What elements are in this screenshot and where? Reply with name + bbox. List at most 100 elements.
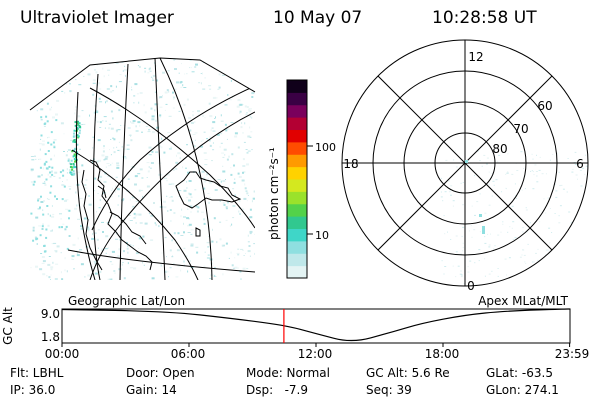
speckle-pixel: [248, 108, 250, 111]
speckle-pixel: [222, 202, 225, 205]
speckle-pixel: [66, 179, 68, 181]
speckle-pixel: [155, 223, 157, 226]
aurora-pixel: [72, 155, 75, 158]
aurora-pixel: [43, 244, 46, 247]
speckle-pixel: [563, 256, 565, 258]
speckle-pixel: [206, 242, 210, 244]
speckle-pixel: [549, 260, 551, 262]
aurora-pixel: [30, 212, 33, 215]
speckle-pixel: [248, 109, 252, 112]
speckle-pixel: [471, 236, 473, 238]
speckle-pixel: [32, 229, 35, 232]
speckle-pixel: [173, 96, 175, 99]
speckle-pixel: [118, 81, 122, 83]
speckle-pixel: [490, 233, 491, 235]
aurora-pixel: [52, 141, 55, 144]
speckle-pixel: [154, 91, 157, 93]
speckle-pixel: [225, 129, 228, 132]
speckle-pixel: [40, 138, 42, 140]
geographic-map: [29, 57, 256, 280]
speckle-pixel: [461, 235, 463, 237]
speckle-pixel: [170, 146, 172, 148]
speckle-pixel: [188, 199, 191, 202]
speckle-pixel: [225, 208, 228, 210]
speckle-pixel: [183, 260, 185, 263]
speckle-pixel: [80, 66, 82, 68]
speckle-pixel: [189, 129, 192, 132]
speckle-pixel: [132, 245, 134, 247]
speckle-pixel: [50, 230, 53, 232]
speckle-pixel: [142, 195, 144, 198]
speckle-pixel: [168, 90, 170, 93]
aurora-pixel: [76, 143, 79, 146]
speckle-pixel: [94, 177, 97, 180]
speckle-pixel: [212, 121, 216, 124]
speckle-pixel: [251, 200, 253, 203]
speckle-pixel: [558, 215, 560, 217]
speckle-pixel: [555, 196, 558, 198]
speckle-pixel: [494, 245, 496, 247]
speckle-pixel: [463, 283, 465, 284]
speckle-pixel: [453, 159, 455, 161]
speckle-pixel: [506, 172, 509, 174]
speckle-pixel: [211, 160, 213, 162]
speckle-pixel: [200, 140, 202, 142]
speckle-pixel: [213, 60, 215, 62]
speckle-pixel: [99, 127, 102, 128]
speckle-pixel: [65, 208, 69, 210]
speckle-pixel: [147, 131, 151, 133]
speckle-pixel: [117, 129, 121, 131]
speckle-pixel: [183, 247, 186, 249]
aurora-pixel: [39, 166, 42, 169]
aurora-pixel: [73, 153, 76, 156]
speckle-pixel: [61, 90, 64, 92]
aurora-pixel: [32, 183, 35, 186]
speckle-pixel: [460, 182, 462, 184]
speckle-pixel: [55, 113, 58, 116]
speckle-pixel: [171, 199, 174, 202]
speckle-pixel: [549, 242, 551, 244]
speckle-pixel: [149, 67, 151, 70]
speckle-pixel: [587, 184, 588, 186]
speckle-pixel: [536, 154, 537, 156]
aurora-pixel: [78, 122, 81, 125]
speckle-pixel: [107, 175, 110, 177]
speckle-pixel: [174, 68, 177, 70]
speckle-pixel: [183, 87, 187, 88]
speckle-pixel: [66, 168, 68, 171]
speckle-pixel: [41, 143, 45, 146]
speckle-pixel: [507, 171, 509, 173]
speckle-pixel: [127, 251, 129, 254]
speckle-pixel: [575, 284, 577, 286]
speckle-pixel: [116, 166, 120, 169]
speckle-pixel: [243, 197, 247, 200]
speckle-pixel: [96, 238, 99, 241]
speckle-pixel: [114, 272, 116, 274]
speckle-pixel: [131, 206, 135, 209]
speckle-pixel: [61, 278, 64, 280]
speckle-pixel: [35, 265, 38, 268]
speckle-pixel: [232, 188, 235, 190]
speckle-pixel: [188, 192, 190, 195]
speckle-pixel: [60, 122, 64, 125]
date-label: 10 May 07: [273, 8, 363, 28]
speckle-pixel: [93, 232, 97, 234]
speckle-pixel: [49, 108, 52, 111]
speckle-pixel: [584, 209, 586, 211]
speckle-pixel: [545, 249, 548, 251]
speckle-pixel: [251, 96, 254, 98]
speckle-pixel: [121, 199, 124, 202]
speckle-pixel: [467, 266, 469, 268]
speckle-pixel: [83, 217, 87, 220]
speckle-pixel: [102, 231, 104, 233]
speckle-pixel: [115, 85, 117, 88]
speckle-pixel: [452, 265, 454, 267]
speckle-pixel: [224, 123, 227, 126]
speckle-pixel: [151, 118, 155, 121]
speckle-pixel: [128, 58, 130, 60]
speckle-pixel: [166, 89, 169, 92]
speckle-pixel: [198, 82, 201, 84]
speckle-pixel: [99, 101, 103, 103]
speckle-pixel: [493, 184, 495, 186]
speckle-pixel: [111, 263, 114, 265]
